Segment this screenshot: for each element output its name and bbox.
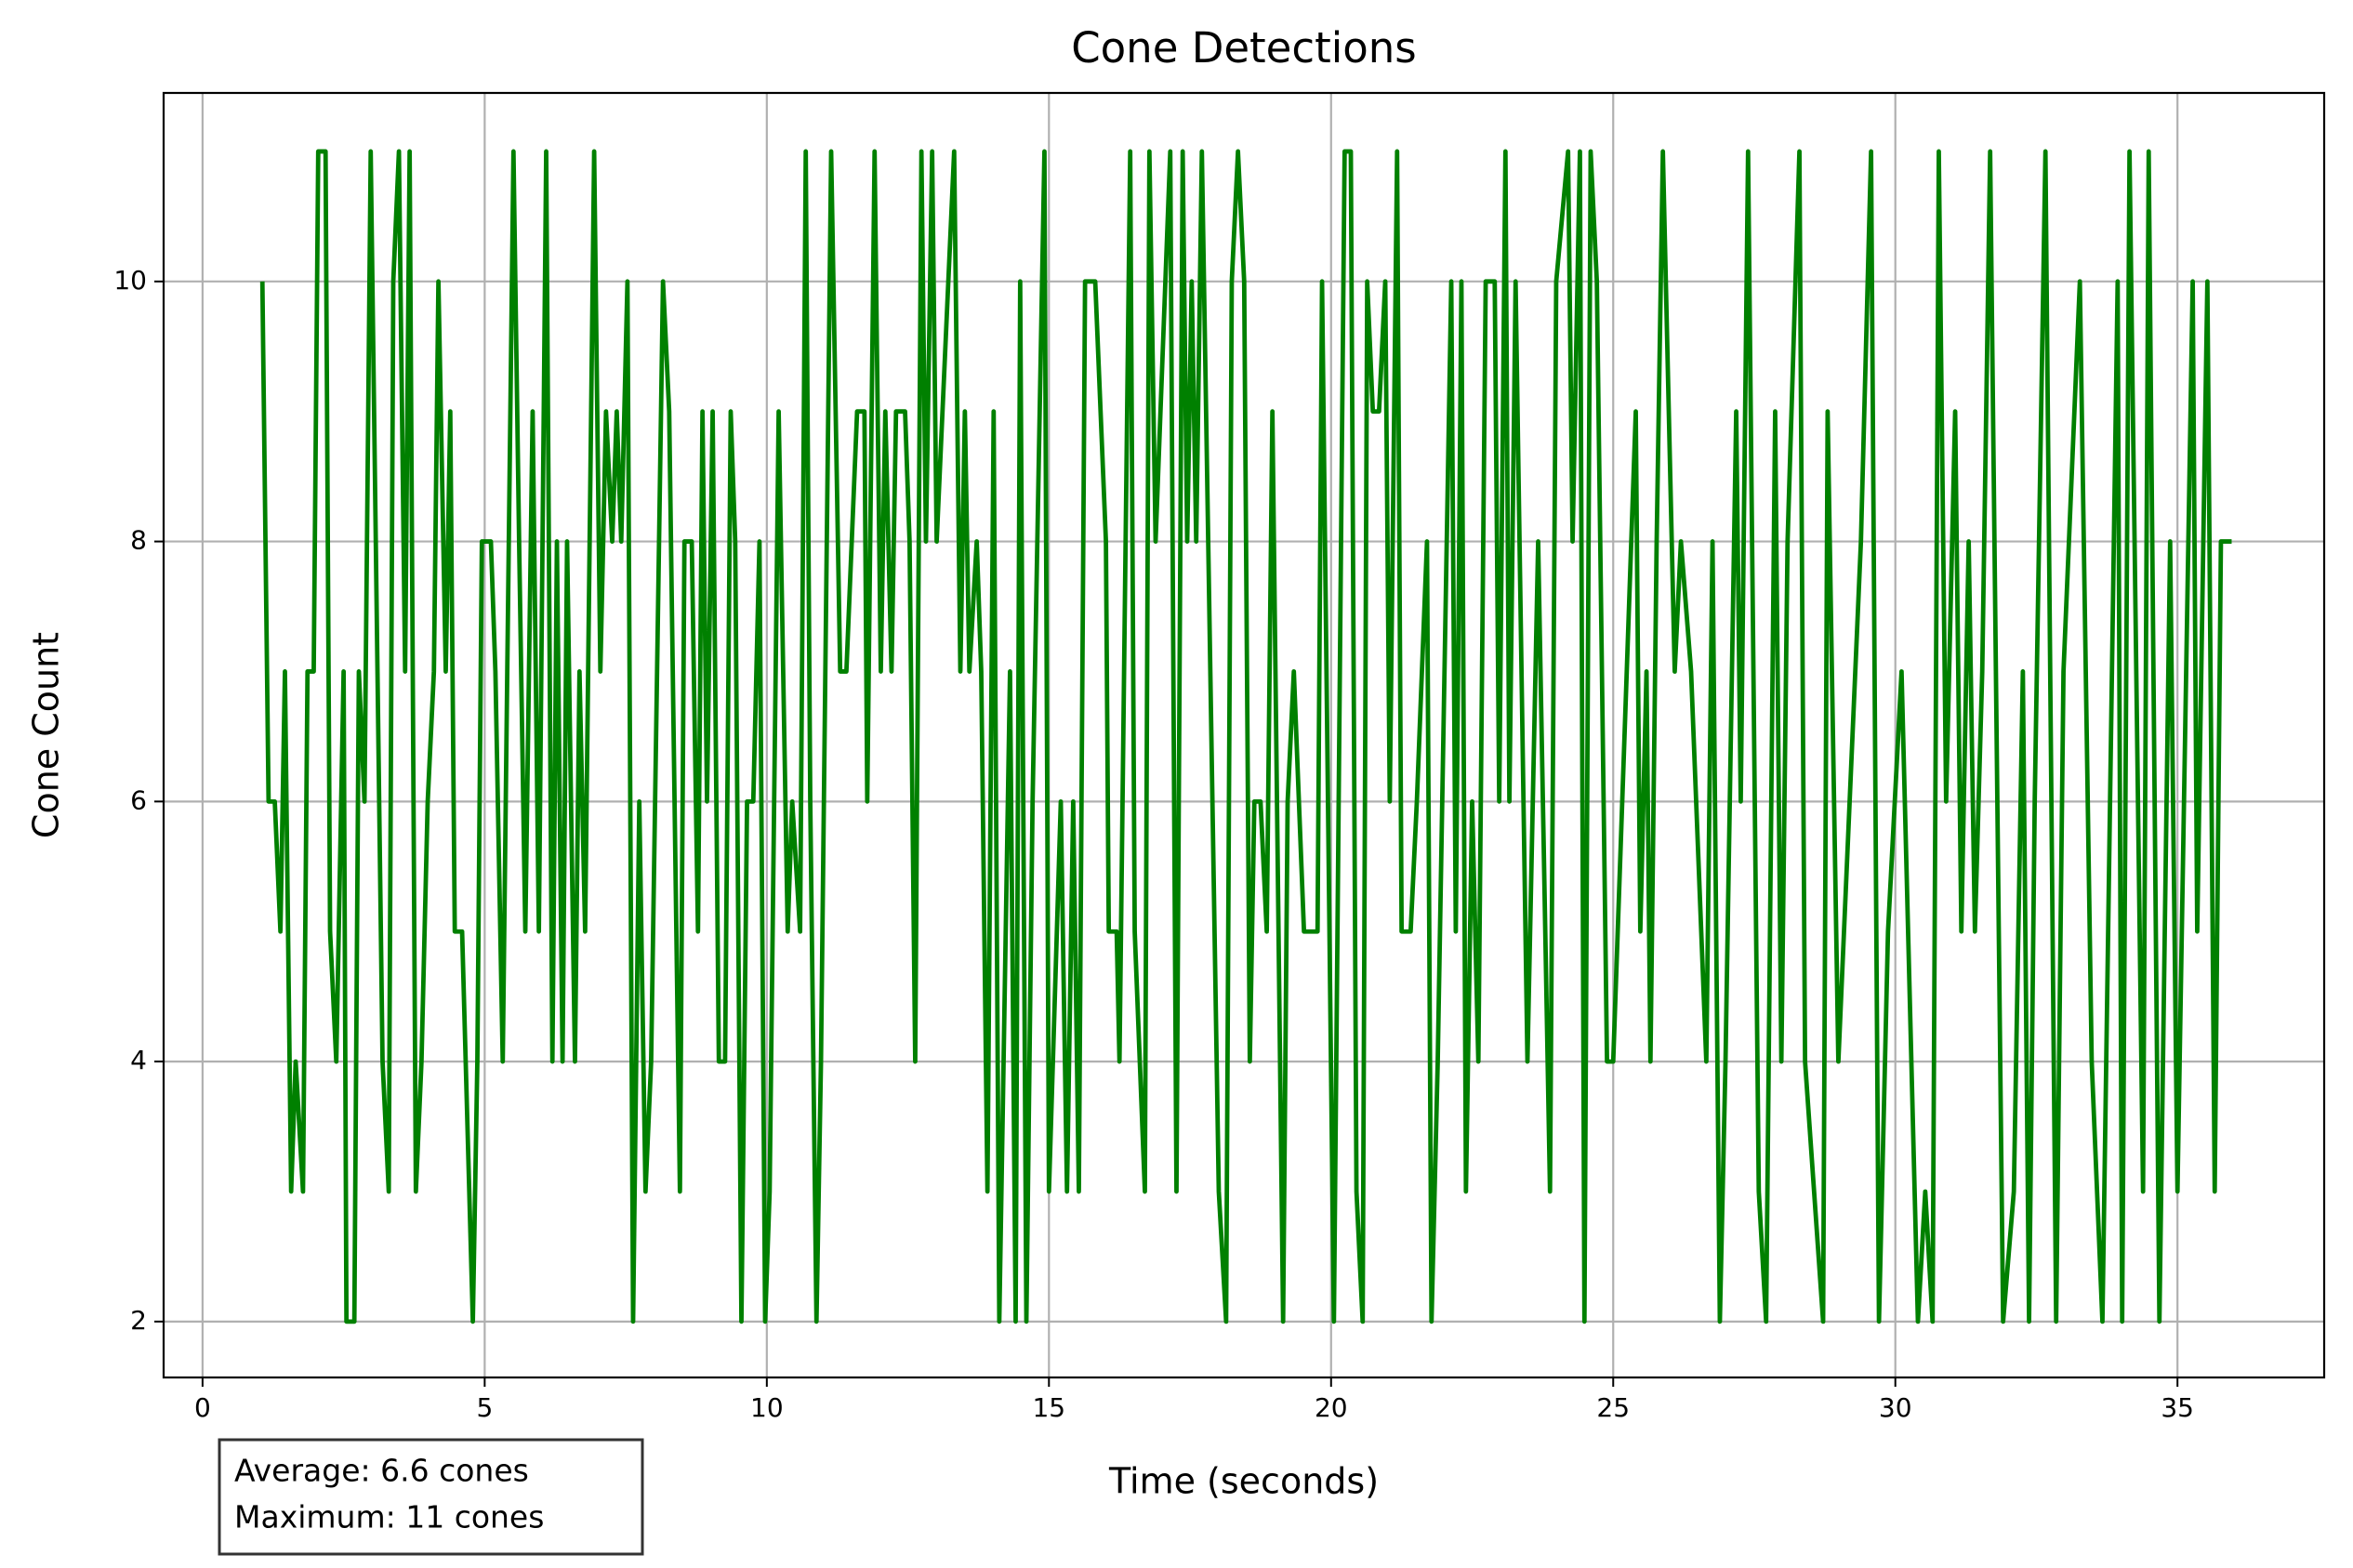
x-tick-label: 25 bbox=[1596, 1392, 1630, 1423]
x-tick-label: 15 bbox=[1032, 1392, 1065, 1423]
plot-frame bbox=[162, 91, 2326, 1379]
chart-title: Cone Detections bbox=[1071, 23, 1417, 72]
x-tick-label: 5 bbox=[476, 1392, 493, 1423]
y-axis-label: Cone Count bbox=[26, 632, 67, 838]
x-tick-label: 0 bbox=[194, 1392, 211, 1423]
stats-maximum: Maximum: 11 cones bbox=[234, 1499, 544, 1535]
x-tick-label: 20 bbox=[1315, 1392, 1348, 1423]
stats-average: Average: 6.6 cones bbox=[234, 1453, 529, 1489]
y-tick-label: 10 bbox=[113, 265, 147, 296]
y-tick-label: 8 bbox=[130, 525, 147, 556]
y-tick-label: 4 bbox=[130, 1045, 147, 1075]
x-tick-label: 30 bbox=[1879, 1392, 1912, 1423]
stats-box bbox=[218, 1438, 644, 1556]
x-axis-label: Time (seconds) bbox=[1108, 1461, 1379, 1502]
data-line bbox=[259, 149, 2232, 1324]
x-tick-label: 10 bbox=[750, 1392, 784, 1423]
y-tick-label: 6 bbox=[130, 784, 147, 815]
x-tick-label: 35 bbox=[2161, 1392, 2194, 1423]
y-tick-label: 2 bbox=[130, 1305, 147, 1336]
